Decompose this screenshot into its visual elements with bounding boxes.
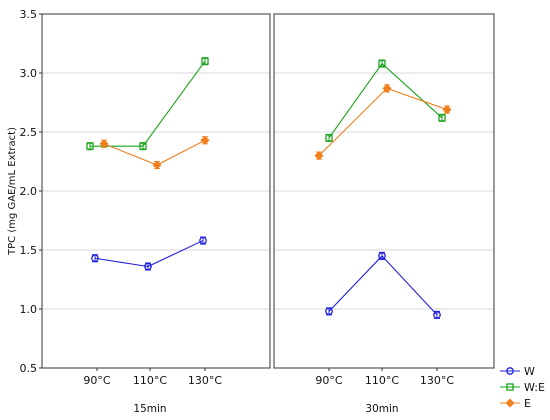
panel-30min: 90°C 110°C 130°C 30min: [273, 13, 495, 415]
y-tick-label: 1.0: [20, 303, 38, 316]
data-point: [139, 142, 147, 150]
data-point: [91, 254, 99, 263]
series-line: [90, 60, 206, 147]
data-point: [144, 262, 152, 271]
x-tick-label: 90°C: [83, 374, 110, 387]
series-line: [328, 62, 443, 139]
legend-label: W: [524, 365, 535, 378]
data-point: [382, 83, 392, 93]
legend-label: W:E: [524, 381, 545, 394]
data-point: [86, 142, 94, 150]
y-tick-label: 2.5: [20, 126, 38, 139]
series-line: [328, 255, 438, 316]
data-point: [506, 367, 514, 375]
series-W:E: [325, 59, 446, 142]
data-point: [442, 105, 452, 115]
series-line: [318, 87, 448, 156]
data-point: [325, 134, 333, 142]
data-point: [506, 383, 514, 391]
legend-item-W: W: [500, 365, 535, 378]
panel-label: 30min: [365, 403, 398, 415]
x-tick-label: 130°C: [188, 374, 222, 387]
series-E: [99, 135, 210, 170]
series-W: [325, 251, 441, 319]
legend: W W:E E: [500, 365, 545, 410]
data-point: [99, 139, 109, 149]
x-tick-label: 130°C: [420, 374, 454, 387]
y-tick-label: 0.5: [20, 362, 38, 375]
panels: 90°C 110°C 130°C 15min 90°C 110°C 130°C 30min: [41, 13, 495, 415]
y-tick-label: 1.5: [20, 244, 38, 257]
legend-item-E: E: [500, 397, 531, 410]
x-tick-label: 110°C: [365, 374, 399, 387]
y-axis-label: TPC (mg GAE/mL Extract): [7, 127, 18, 256]
x-tick-label: 90°C: [315, 374, 342, 387]
data-point: [200, 135, 210, 145]
data-point: [314, 151, 324, 161]
y-tick-label: 3.0: [20, 67, 38, 80]
gridlines: [42, 72, 494, 310]
data-point: [325, 307, 333, 316]
data-point: [438, 114, 446, 122]
series-W: [91, 236, 207, 271]
data-point: [201, 57, 209, 65]
panel-label: 15min: [133, 403, 166, 415]
data-point: [152, 160, 162, 170]
panel-15min: 90°C 110°C 130°C 15min: [41, 13, 271, 415]
series-E: [314, 83, 452, 161]
data-point: [378, 252, 386, 260]
data-point: [199, 236, 207, 245]
x-tick-label: 110°C: [133, 374, 167, 387]
legend-label: E: [524, 397, 531, 410]
panel-frame: [273, 13, 495, 369]
data-point: [505, 398, 515, 408]
data-point: [433, 311, 441, 319]
series-W:E: [86, 57, 209, 151]
legend-item-W:E: W:E: [500, 381, 545, 394]
y-tick-label: 2.0: [20, 185, 38, 198]
y-ticks: 0.5 1.0 1.5 2.0 2.5 3.0 3.5: [20, 8, 42, 375]
data-point: [378, 59, 386, 68]
y-tick-label: 3.5: [20, 8, 38, 21]
